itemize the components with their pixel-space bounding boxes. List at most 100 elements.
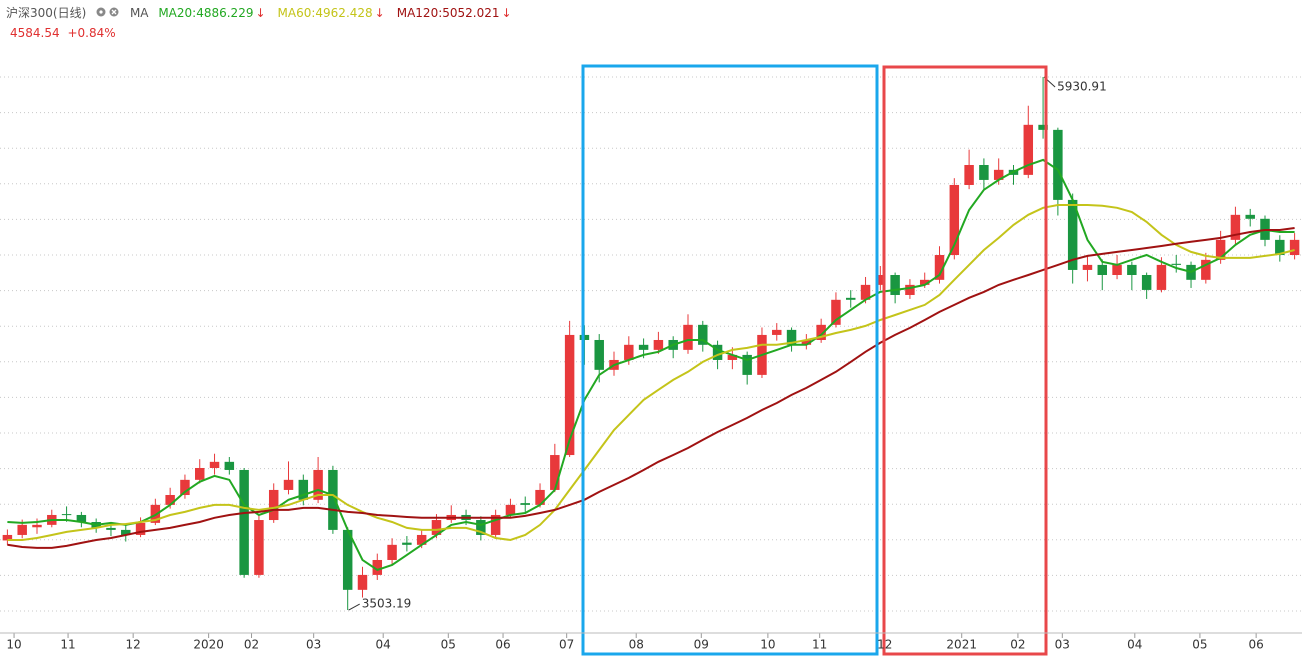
candle-body (121, 529, 131, 535)
candle-body (919, 279, 930, 285)
candle-body (254, 520, 264, 575)
candle-body (180, 479, 190, 495)
candle-body (76, 514, 87, 523)
x-tick-label: 06 (495, 638, 510, 652)
legend-label: MA120:5052.021 (396, 6, 500, 20)
candle-body (239, 469, 249, 575)
candle-body (698, 324, 708, 345)
candle-body (712, 344, 723, 360)
candle-body (846, 297, 856, 300)
annotation-arrow (348, 603, 360, 611)
candle-body (786, 329, 797, 345)
candle-body (594, 339, 604, 370)
candle-body (535, 489, 545, 505)
x-tick-label: 12 (877, 638, 892, 652)
candle-body (993, 169, 1004, 180)
candle-body (1112, 264, 1122, 275)
candle-body (298, 479, 309, 500)
legend: MA20:4886.229 ↓ MA60:4962.428 ↓ MA120:5052.0… (158, 6, 523, 20)
chart-title: 沪深300(日线) (6, 6, 87, 20)
candle-body (564, 334, 575, 456)
candle-body (431, 520, 442, 535)
candle-body (979, 164, 989, 180)
candle-body (1156, 264, 1167, 290)
x-tick-label: 10 (760, 638, 775, 652)
candle-body (1082, 264, 1093, 270)
candle-body (165, 494, 175, 505)
x-tick-label: 02 (1010, 638, 1025, 652)
x-tick-label: 04 (376, 638, 391, 652)
candle-body (1141, 274, 1152, 290)
x-tick-label: 12 (126, 638, 141, 652)
candle-body (32, 524, 42, 528)
price-change: +0.84% (67, 26, 116, 40)
x-tick-label: 11 (812, 638, 827, 652)
candle-body (283, 479, 294, 490)
candle-body (1097, 264, 1107, 275)
candle-body (742, 354, 752, 375)
candle-body (1127, 264, 1137, 275)
highlight-box (581, 64, 879, 656)
trend-arrow: ↓ (501, 6, 512, 20)
legend-label: MA60:4962.428 (277, 6, 373, 20)
candle-body (860, 284, 871, 300)
candle-body (949, 184, 960, 256)
settings-icons[interactable] (96, 6, 122, 18)
candle-body (313, 469, 323, 500)
candle-body (387, 544, 397, 560)
candle-body (1245, 214, 1255, 219)
candle-body (195, 467, 205, 480)
x-tick-label: 05 (1192, 638, 1207, 652)
candle-body (816, 324, 826, 340)
candle-body (1053, 129, 1063, 200)
candle-body (624, 344, 634, 360)
x-tick-label: 2020 (193, 638, 224, 652)
x-tick-label: 08 (629, 638, 644, 652)
candle-body (772, 329, 782, 335)
legend-label: MA20:4886.229 (158, 6, 254, 20)
candle-body (505, 504, 516, 515)
candle-body (638, 344, 649, 350)
candle-body (224, 461, 235, 470)
x-tick-label: 04 (1127, 638, 1142, 652)
candle-body (357, 574, 368, 590)
ma-line (7, 158, 1295, 572)
candle-body (209, 461, 220, 468)
legend-entry[interactable]: MA20:4886.229 ↓ (158, 6, 271, 20)
candle-body (106, 527, 116, 530)
candle-body (402, 542, 412, 545)
candle-body (372, 559, 383, 575)
legend-entry[interactable]: MA120:5052.021 ↓ (397, 6, 518, 20)
x-tick-label: 06 (1248, 638, 1263, 652)
highlight-box (882, 65, 1048, 656)
candle-body (135, 522, 146, 535)
candle-body (831, 299, 841, 325)
candle-body (905, 284, 915, 295)
x-tick-label: 07 (559, 638, 574, 652)
x-tick-label: 11 (60, 638, 75, 652)
candle-body (17, 524, 27, 535)
x-tick-label: 09 (694, 638, 709, 652)
candle-body (1230, 214, 1241, 240)
trend-arrow: ↓ (374, 6, 385, 20)
x-tick-label: 03 (1055, 638, 1070, 652)
candle-body (890, 274, 900, 295)
candle-body (328, 469, 338, 530)
candle-body (520, 503, 530, 505)
candle-body (934, 255, 945, 280)
candle-body (1038, 124, 1048, 130)
trend-arrow: ↓ (255, 6, 266, 20)
chart-header: 沪深300(日线) MA MA20:4886.229 ↓ MA60:4962.428… (6, 4, 530, 22)
candle-body (342, 529, 353, 590)
candle-body (1275, 239, 1285, 256)
candle-body (727, 354, 738, 360)
candle-body (1067, 199, 1078, 270)
legend-entry[interactable]: MA60:4962.428 ↓ (278, 6, 391, 20)
candle-body (2, 534, 13, 541)
candle-body (1023, 124, 1034, 175)
candle-body (1289, 239, 1300, 256)
candle-body (476, 520, 486, 535)
candle-body (268, 489, 279, 521)
